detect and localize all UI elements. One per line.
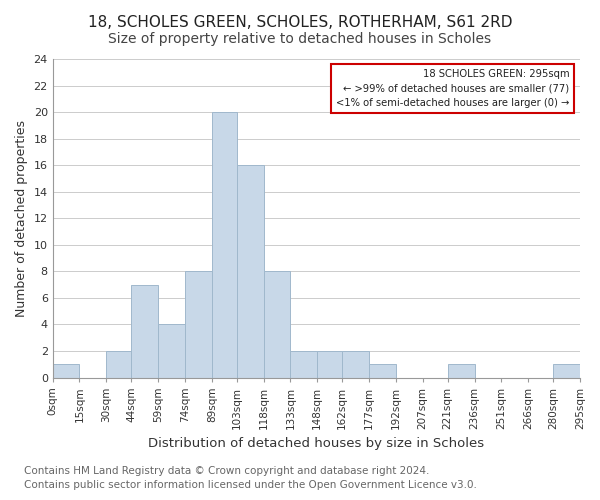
Bar [106,351,131,378]
X-axis label: Distribution of detached houses by size in Scholes: Distribution of detached houses by size … [148,437,484,450]
Bar [263,272,290,378]
Bar [448,364,475,378]
Bar [369,364,396,378]
Bar [553,364,580,378]
Bar [317,351,342,378]
Bar [237,165,263,378]
Text: 18 SCHOLES GREEN: 295sqm
← >99% of detached houses are smaller (77)
<1% of semi-: 18 SCHOLES GREEN: 295sqm ← >99% of detac… [336,68,569,108]
Y-axis label: Number of detached properties: Number of detached properties [15,120,28,317]
Text: Size of property relative to detached houses in Scholes: Size of property relative to detached ho… [109,32,491,46]
Bar [131,284,158,378]
Bar [185,272,212,378]
Bar [53,364,79,378]
Bar [158,324,185,378]
Text: 18, SCHOLES GREEN, SCHOLES, ROTHERHAM, S61 2RD: 18, SCHOLES GREEN, SCHOLES, ROTHERHAM, S… [88,15,512,30]
Text: Contains HM Land Registry data © Crown copyright and database right 2024.
Contai: Contains HM Land Registry data © Crown c… [24,466,477,490]
Bar [212,112,237,378]
Bar [342,351,369,378]
Bar [290,351,317,378]
